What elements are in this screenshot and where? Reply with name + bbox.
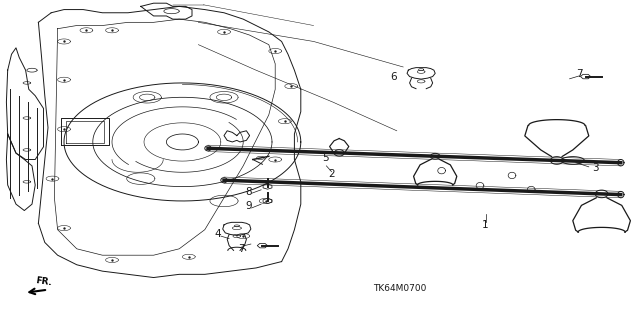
- Text: 7: 7: [576, 69, 582, 79]
- Text: TK64M0700: TK64M0700: [373, 284, 427, 293]
- Polygon shape: [257, 243, 268, 248]
- Text: 2: 2: [328, 169, 335, 179]
- Polygon shape: [263, 198, 272, 204]
- Text: 6: 6: [390, 71, 397, 82]
- Polygon shape: [263, 184, 272, 189]
- Text: 4: 4: [214, 228, 221, 239]
- Text: 3: 3: [592, 163, 598, 173]
- Text: 5: 5: [322, 153, 328, 163]
- Text: 9: 9: [245, 201, 252, 211]
- Polygon shape: [580, 74, 591, 79]
- Text: 8: 8: [245, 187, 252, 197]
- Text: FR.: FR.: [35, 277, 52, 288]
- Text: 1: 1: [482, 220, 488, 230]
- Text: 7: 7: [239, 244, 245, 254]
